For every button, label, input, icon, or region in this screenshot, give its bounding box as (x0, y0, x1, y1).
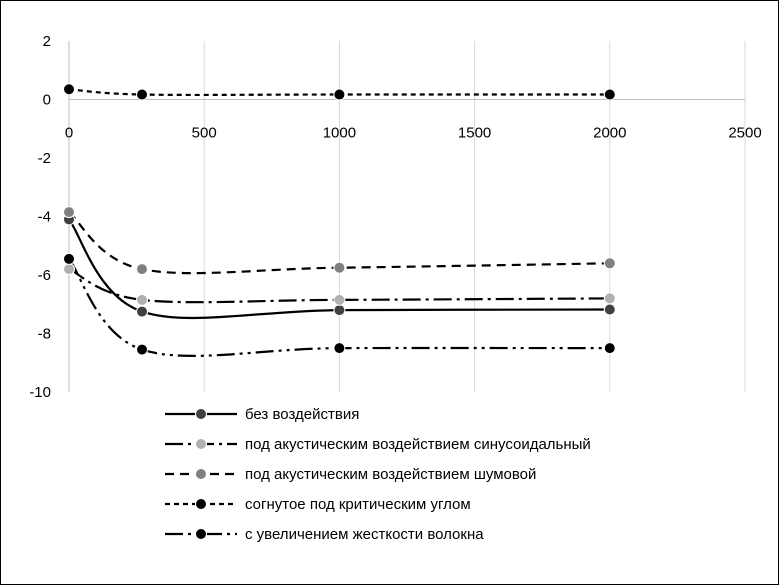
x-tick-label: 500 (192, 125, 217, 142)
data-point-s4-p4 (603, 88, 616, 101)
series-line-3 (68, 211, 610, 275)
data-point-s5-p1 (63, 252, 75, 265)
data-point-s2-p3 (333, 293, 346, 306)
legend-swatch-marker-2 (195, 438, 207, 450)
data-point-s4-p1 (63, 83, 75, 96)
y-tick-label: -2 (38, 150, 51, 167)
data-point-s5-p4 (603, 342, 616, 355)
legend-label-3: под акустическим воздействием шумовой (245, 466, 536, 483)
data-point-s5-p3 (333, 342, 346, 355)
x-tick-label: 1000 (323, 125, 356, 142)
x-tick-label: 1500 (458, 125, 491, 142)
series-line-1 (68, 218, 610, 320)
data-point-s4-p3 (333, 88, 346, 101)
data-point-s1-p2 (136, 305, 149, 318)
x-tick-label: 2500 (728, 125, 761, 142)
legend-swatch-marker-3 (195, 468, 207, 480)
y-tick-label: -4 (38, 209, 51, 226)
legend-label-4: согнутое под критическим углом (245, 496, 471, 513)
data-point-s2-p2 (136, 293, 149, 306)
y-tick-label: -8 (38, 326, 51, 343)
y-tick-label: 0 (43, 92, 51, 109)
x-tick-label: 0 (65, 125, 73, 142)
data-point-s5-p2 (136, 343, 149, 356)
data-point-s1-p3 (333, 304, 346, 317)
series-line-4 (68, 88, 610, 97)
series-markers (63, 83, 616, 356)
legend-label-2: под акустическим воздействием синусоидал… (245, 436, 591, 453)
x-tick-label: 2000 (593, 125, 626, 142)
axes: 2 0 -2 -4 -6 -8 -10 0 500 1000 1500 2000 2500 (29, 33, 761, 401)
legend-swatch-marker-5 (195, 528, 207, 540)
y-tick-label: -6 (38, 267, 51, 284)
data-point-s3-p4 (603, 257, 616, 270)
series-lines (68, 88, 610, 357)
data-point-s4-p2 (136, 88, 149, 101)
data-point-s3-p1 (63, 206, 75, 219)
data-point-s3-p3 (333, 261, 346, 274)
legend: без воздействия под акустическим воздейст… (165, 406, 591, 543)
data-point-s3-p2 (136, 263, 149, 276)
legend-label-1: без воздействия (245, 406, 359, 423)
legend-swatch-marker-1 (195, 408, 207, 420)
data-point-s2-p4 (603, 292, 616, 305)
y-tick-label: -10 (29, 384, 51, 401)
legend-swatch-marker-4 (195, 498, 207, 510)
y-tick-label: 2 (43, 33, 51, 50)
series-line-2 (68, 268, 610, 304)
data-point-s1-p4 (603, 303, 616, 316)
legend-label-5: с увеличением жесткости волокна (245, 526, 484, 543)
series-line-5 (68, 258, 610, 357)
data-point-s2-p1 (63, 263, 75, 276)
